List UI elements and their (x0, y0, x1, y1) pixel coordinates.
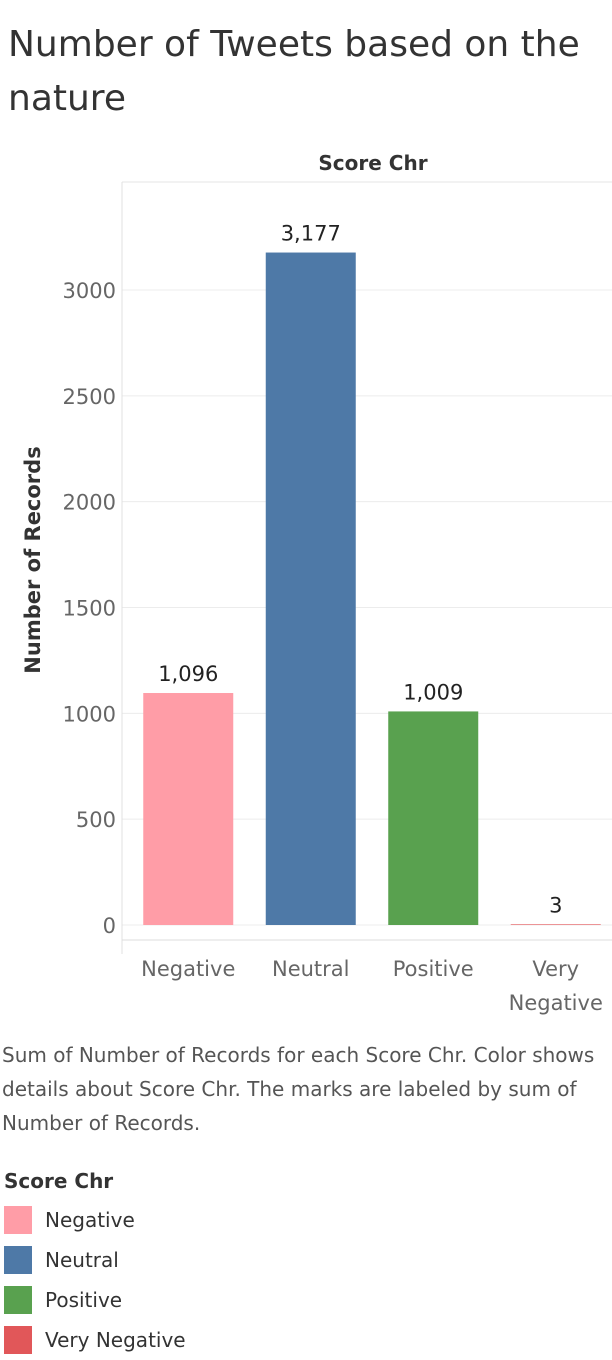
column-header: Score Chr (318, 151, 427, 175)
legend-swatch (4, 1246, 32, 1274)
y-tick-label: 3000 (63, 279, 116, 303)
bar (265, 252, 356, 925)
legend-item-neutral[interactable]: Neutral (4, 1240, 186, 1280)
y-tick-label: 2000 (63, 491, 116, 515)
legend-label: Positive (45, 1288, 123, 1312)
y-tick-label: 500 (76, 808, 116, 832)
x-tick-label: Positive (393, 957, 474, 981)
y-tick-label: 2500 (63, 385, 116, 409)
x-tick-label: Very (532, 957, 579, 981)
bar (510, 924, 601, 925)
legend-label: Negative (45, 1208, 135, 1232)
legend-title: Score Chr (4, 1169, 114, 1193)
legend-swatch (4, 1206, 32, 1234)
chart-caption: Sum of Number of Records for each Score … (2, 1043, 595, 1135)
x-tick-label: Neutral (272, 957, 350, 981)
x-tick-label: Negative (141, 957, 235, 981)
legend-label: Neutral (45, 1248, 119, 1272)
y-tick-label: 0 (103, 914, 116, 938)
bar (143, 693, 234, 925)
chart-title: Number of Tweets based on the nature (8, 24, 580, 119)
y-axis-label: Number of Records (21, 446, 45, 673)
legend-item-positive[interactable]: Positive (4, 1280, 186, 1320)
legend-swatch (4, 1326, 32, 1354)
data-label: 1,096 (158, 662, 218, 686)
x-tick-label: Negative (509, 991, 603, 1015)
legend-swatch (4, 1286, 32, 1314)
data-label: 1,009 (403, 680, 463, 704)
data-label: 3,177 (281, 222, 341, 246)
bar (388, 711, 479, 925)
legend-item-very-negative[interactable]: Very Negative (4, 1320, 186, 1360)
y-tick-label: 1000 (63, 702, 116, 726)
bar-chart: Score Chr 0 500 1000 1500 2000 2500 3000 Number … (21, 151, 612, 1015)
data-label: 3 (549, 893, 562, 917)
legend-label: Very Negative (45, 1328, 186, 1352)
y-tick-label: 1500 (63, 597, 116, 621)
legend: Score Chr Negative Neutral Positive Very… (4, 1166, 186, 1360)
legend-item-negative[interactable]: Negative (4, 1200, 186, 1240)
